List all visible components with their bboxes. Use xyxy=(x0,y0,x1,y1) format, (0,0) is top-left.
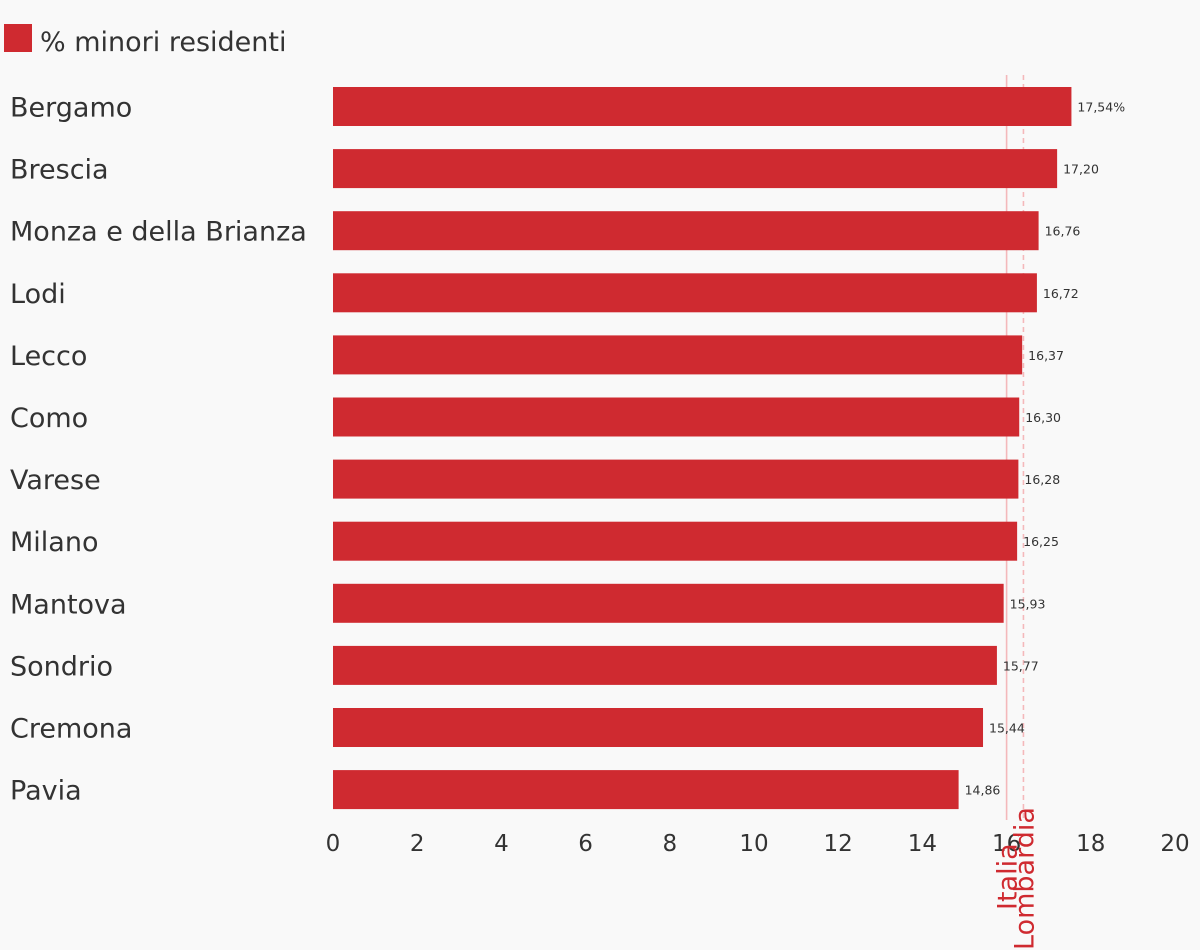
category-label: Brescia xyxy=(10,155,109,186)
x-tick-label: 2 xyxy=(410,831,425,857)
x-tick-label: 10 xyxy=(739,831,768,857)
x-tick-label: 20 xyxy=(1160,831,1189,857)
x-tick-label: 8 xyxy=(662,831,677,857)
value-label: 15,77 xyxy=(1003,658,1039,673)
x-tick-label: 18 xyxy=(1076,831,1105,857)
reference-line-label-italia: Italia xyxy=(993,843,1024,910)
bar-lodi xyxy=(333,273,1037,313)
bar-cremona xyxy=(333,708,984,747)
category-labels: Bergamo Brescia Monza e della Brianza Lodi L… xyxy=(10,93,307,807)
value-label: 17,20 xyxy=(1063,162,1099,177)
category-label: Bergamo xyxy=(10,93,132,124)
reference-lines xyxy=(1005,75,1025,820)
category-label: Milano xyxy=(10,527,98,558)
value-label: 17,54% xyxy=(1077,100,1125,115)
category-label: Pavia xyxy=(10,776,82,807)
value-label: 15,93 xyxy=(1010,596,1046,611)
x-tick-label: 12 xyxy=(824,831,853,857)
x-tick-label: 4 xyxy=(494,831,509,857)
value-labels: 17,54% 17,20 16,76 16,72 16,37 16,30 16,28 16,2… xyxy=(965,100,1126,798)
x-tick-label: 6 xyxy=(578,831,593,857)
category-label: Mantova xyxy=(10,589,127,620)
bar-sondrio xyxy=(333,645,997,685)
legend: % minori residenti xyxy=(4,24,287,58)
category-label: Varese xyxy=(10,465,101,496)
bar-varese xyxy=(333,459,1019,499)
bar-mantova xyxy=(333,583,1004,623)
x-axis-ticks: 0 2 4 6 8 10 12 14 16 18 20 xyxy=(326,831,1190,857)
value-label: 16,25 xyxy=(1023,534,1059,549)
value-label: 14,86 xyxy=(965,783,1001,798)
bar-monza-e-della-brianza xyxy=(333,211,1039,251)
category-label: Cremona xyxy=(10,714,132,745)
bar-lecco xyxy=(333,335,1023,375)
category-label: Sondrio xyxy=(10,651,113,682)
category-label: Lodi xyxy=(10,279,66,310)
bar-brescia xyxy=(333,149,1058,189)
value-label: 16,37 xyxy=(1028,348,1064,363)
value-label: 16,28 xyxy=(1024,472,1060,487)
reference-line-label-lombardia: Lombardia xyxy=(1009,807,1040,950)
category-label: Lecco xyxy=(10,341,87,372)
value-label: 16,72 xyxy=(1043,286,1079,301)
value-label: 16,30 xyxy=(1025,410,1061,425)
legend-swatch xyxy=(4,24,32,52)
x-tick-label: 14 xyxy=(908,831,937,857)
bars xyxy=(333,87,1072,810)
x-tick-label: 16 xyxy=(992,831,1021,857)
bar-como xyxy=(333,397,1020,437)
bar-milano xyxy=(333,521,1018,561)
category-label: Monza e della Brianza xyxy=(10,217,307,248)
bar-bergamo xyxy=(333,87,1072,126)
value-label: 16,76 xyxy=(1045,224,1081,239)
legend-label: % minori residenti xyxy=(40,27,287,58)
x-tick-label: 0 xyxy=(326,831,341,857)
bar-pavia xyxy=(333,770,959,810)
category-label: Como xyxy=(10,403,88,434)
value-label: 15,44 xyxy=(989,721,1025,736)
